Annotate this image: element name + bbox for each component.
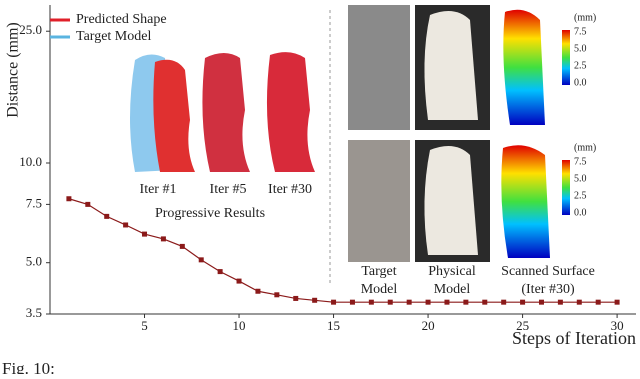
predicted-shape xyxy=(202,53,250,172)
inset-label: Progressive Results xyxy=(155,206,265,221)
x-tick-label: 25 xyxy=(516,318,529,333)
inset-label: Iter #1 xyxy=(140,182,177,197)
point xyxy=(595,299,601,305)
point xyxy=(104,213,110,219)
point xyxy=(614,299,620,305)
colorbar-tick: 5.0 xyxy=(574,43,587,54)
point xyxy=(349,299,355,305)
x-axis-label: Steps of Iteration xyxy=(512,328,636,348)
legend-label: Target Model xyxy=(76,29,151,44)
point xyxy=(387,299,393,305)
colorbar xyxy=(562,160,570,215)
point xyxy=(520,299,526,305)
physical-model xyxy=(424,11,478,120)
point xyxy=(482,299,488,305)
colorbar-tick: 0.0 xyxy=(574,77,587,88)
column-label: Target xyxy=(361,264,396,279)
photo xyxy=(348,5,410,130)
column-label: (Iter #30) xyxy=(521,282,575,297)
colorbar xyxy=(562,30,570,85)
point xyxy=(557,299,563,305)
point xyxy=(255,288,261,294)
point xyxy=(444,299,450,305)
y-tick-label: 5.0 xyxy=(26,254,42,269)
legend-label: Predicted Shape xyxy=(76,12,167,27)
y-axis-label: Distance (mm) xyxy=(5,22,22,118)
point xyxy=(331,299,337,305)
point xyxy=(198,257,204,263)
colorbar-tick: 2.5 xyxy=(574,60,587,71)
colorbar-unit: (mm) xyxy=(574,12,596,23)
point xyxy=(406,299,412,305)
inset-label: Iter #5 xyxy=(210,182,247,197)
point xyxy=(293,295,299,301)
point xyxy=(85,201,91,207)
physical-model xyxy=(424,146,478,255)
colorbar-tick: 7.5 xyxy=(574,156,587,167)
colorbar-unit: (mm) xyxy=(574,142,596,153)
y-tick-label: 7.5 xyxy=(26,195,42,210)
inset-label: Iter #30 xyxy=(268,182,312,197)
scan xyxy=(503,9,545,125)
column-label: Model xyxy=(361,282,398,297)
column-label: Model xyxy=(434,282,471,297)
x-tick-label: 15 xyxy=(327,318,340,333)
predicted-shape xyxy=(266,52,315,172)
point xyxy=(368,299,374,305)
series-line xyxy=(68,198,618,303)
point xyxy=(217,269,223,275)
column-label: Scanned Surface xyxy=(501,264,595,279)
y-tick-label: 10.0 xyxy=(19,154,42,169)
scan xyxy=(501,145,550,258)
point xyxy=(236,278,242,284)
x-tick-label: 5 xyxy=(141,318,148,333)
point xyxy=(274,292,280,298)
point xyxy=(312,297,318,303)
point xyxy=(576,299,582,305)
caption: Fig. 10: xyxy=(2,359,55,374)
column-label: Physical xyxy=(428,264,476,279)
x-tick-label: 20 xyxy=(422,318,435,333)
y-tick-label: 3.5 xyxy=(26,305,42,320)
point xyxy=(425,299,431,305)
x-tick-label: 30 xyxy=(611,318,624,333)
y-tick-label: 25.0 xyxy=(19,22,42,37)
point xyxy=(66,196,72,202)
colorbar-tick: 2.5 xyxy=(574,190,587,201)
point xyxy=(538,299,544,305)
point xyxy=(123,222,129,228)
inset-images xyxy=(130,5,570,285)
colorbar-tick: 5.0 xyxy=(574,173,587,184)
predicted-shape xyxy=(153,59,195,172)
point xyxy=(160,236,166,242)
point xyxy=(179,243,185,249)
point xyxy=(142,231,148,237)
point xyxy=(463,299,469,305)
colorbar-tick: 7.5 xyxy=(574,26,587,37)
photo xyxy=(348,140,410,262)
colorbar-tick: 0.0 xyxy=(574,207,587,218)
point xyxy=(501,299,507,305)
x-tick-label: 10 xyxy=(233,318,246,333)
